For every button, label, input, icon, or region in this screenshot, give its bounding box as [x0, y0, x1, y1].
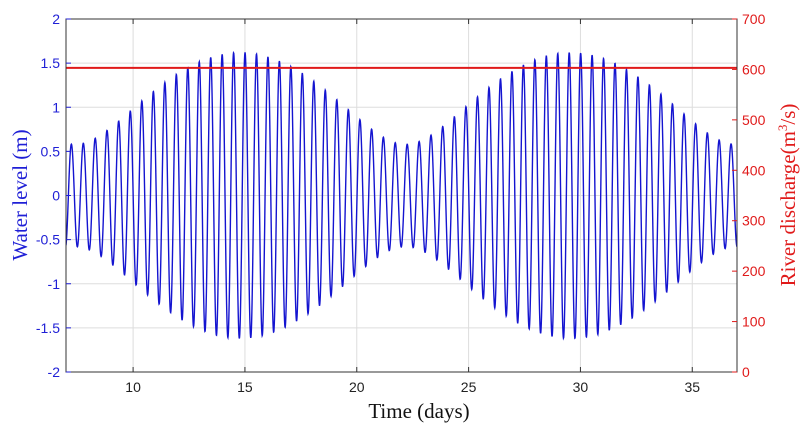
right-y-axis-label-text: River discharge(m: [776, 131, 800, 286]
x-tick-label: 20: [349, 379, 365, 395]
plot-lines: [66, 50, 737, 341]
left-y-tick-label: 1.5: [41, 55, 61, 71]
right-y-axis: 0 100 200 300 400 500 600 700: [732, 11, 766, 380]
left-y-tick-label: 2: [52, 11, 60, 27]
right-y-tick-label: 100: [742, 314, 766, 330]
right-y-axis-label-suffix: /s): [776, 104, 800, 125]
left-y-tick-label: 0: [52, 188, 60, 204]
grid: [66, 18, 737, 373]
left-y-tick-label: -1.5: [36, 320, 60, 336]
right-y-tick-label: 200: [742, 263, 766, 279]
left-y-tick-label: -2: [48, 364, 61, 380]
x-tick-label: 30: [573, 379, 589, 395]
x-tick-label: 35: [684, 379, 700, 395]
right-y-tick-label: 0: [742, 364, 750, 380]
right-y-tick-label: 300: [742, 213, 766, 229]
right-y-tick-label: 700: [742, 11, 766, 27]
right-y-axis-label: River discharge(m3/s): [775, 104, 800, 287]
left-y-tick-label: 0.5: [41, 143, 61, 159]
left-y-axis: -2 -1.5 -1 -0.5 0 0.5 1 1.5 2: [36, 11, 71, 380]
x-tick-label: 15: [237, 379, 253, 395]
right-y-tick-label: 400: [742, 162, 766, 178]
left-y-tick-label: 1: [52, 99, 60, 115]
right-y-tick-label: 500: [742, 112, 766, 128]
x-axis: 10 15 20 25 30 35: [125, 19, 700, 395]
right-y-tick-label: 600: [742, 61, 766, 77]
left-y-tick-label: -1: [48, 276, 61, 292]
x-tick-label: 25: [461, 379, 477, 395]
left-y-axis-label: Water level (m): [8, 129, 32, 260]
x-tick-label: 10: [125, 379, 141, 395]
x-axis-label: Time (days): [368, 399, 469, 423]
left-y-tick-label: -0.5: [36, 232, 60, 248]
water-level-line: [66, 50, 737, 341]
right-y-axis-label-superscript: 3: [775, 125, 790, 132]
